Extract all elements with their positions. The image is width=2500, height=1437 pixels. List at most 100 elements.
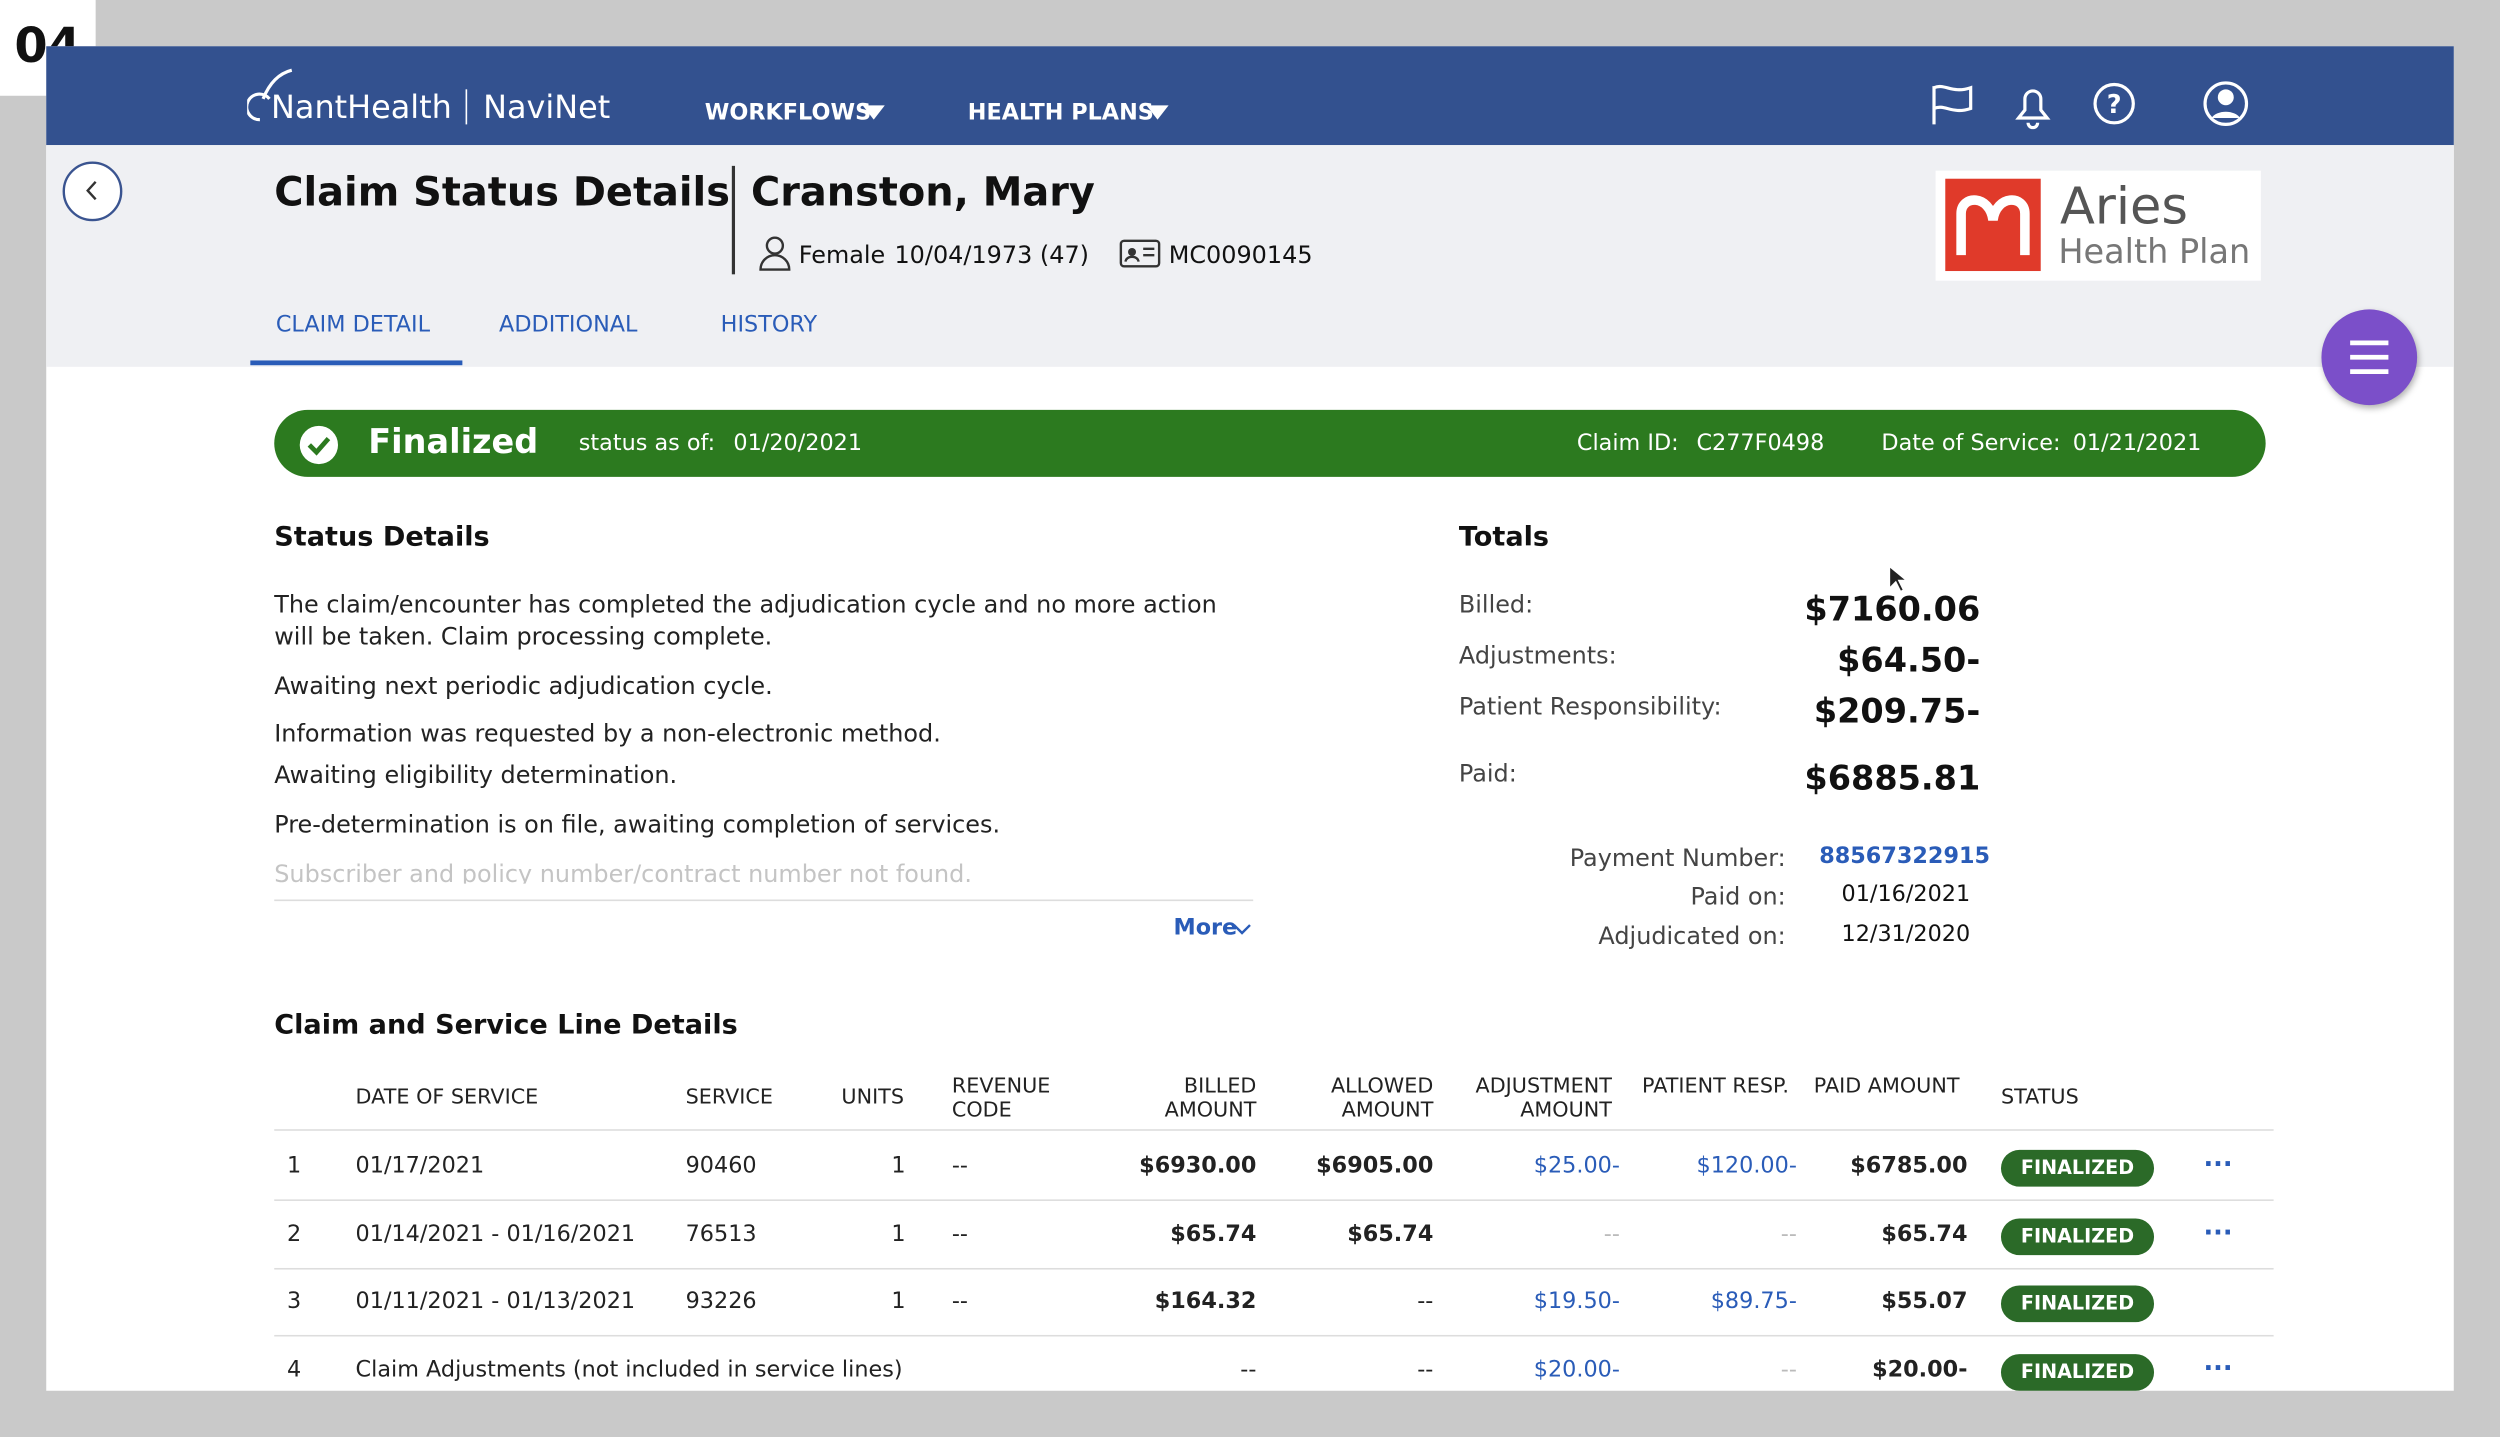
page-title: Claim Status Details (274, 169, 730, 216)
service-date: 01/21/2021 (2072, 430, 2202, 457)
status-text: FINALIZED (2020, 1224, 2135, 1248)
status-item: Subscriber and policy number/contract nu… (274, 859, 972, 884)
column-header: REVENUE CODE (951, 1074, 1051, 1123)
tab[interactable]: HISTORY (720, 312, 818, 339)
cell-revenue-code: -- (951, 1288, 968, 1315)
label: Claim ID: (1576, 430, 1679, 457)
caret (1146, 105, 1169, 120)
tab[interactable]: CLAIM DETAIL (275, 312, 431, 339)
cell-date: 01/11/2021 - 01/13/2021 (355, 1288, 636, 1315)
row-number: 1 (286, 1153, 302, 1179)
total-label: Adjustments: (1458, 641, 1617, 670)
cell-allowed: -- (1417, 1357, 1434, 1383)
cell-service: 90460 (685, 1153, 757, 1179)
cell-service: 93226 (685, 1288, 757, 1315)
row-number: 2 (286, 1221, 302, 1248)
payment-label: Paid on: (1690, 881, 1786, 911)
cell-paid: $20.00- (1872, 1357, 1968, 1383)
column-header: PAID AMOUNT (1813, 1074, 1960, 1099)
claim-id: C277F0498 (1696, 430, 1825, 457)
person-icon (759, 236, 791, 271)
cell-billed: $164.32 (1154, 1288, 1257, 1315)
status-item: The claim/encounter has completed the ad… (274, 590, 1217, 651)
tab-indicator (250, 360, 463, 366)
svg-text:?: ? (2107, 90, 2122, 120)
cell-adjustment: -- (1603, 1221, 1620, 1248)
total-label: Paid: (1458, 759, 1517, 788)
status: Finalized (368, 422, 539, 461)
cell-adjustment[interactable]: $20.00- (1533, 1357, 1620, 1383)
status-text: FINALIZED (2020, 1156, 2135, 1179)
cell-billed: $6930.00 (1139, 1153, 1257, 1179)
total-value: $7160.06 (1804, 590, 1981, 629)
payment-value[interactable]: 88567322915 (1819, 843, 1991, 870)
cell-patient-resp[interactable]: $89.75- (1710, 1288, 1797, 1315)
nav-menu[interactable]: WORKFLOWS (704, 100, 872, 126)
status-date: 01/20/2021 (733, 430, 863, 457)
cell-allowed: $65.74 (1347, 1221, 1434, 1248)
cell-adjustment[interactable]: $19.50- (1533, 1288, 1620, 1315)
total-label: Patient Responsibility: (1458, 692, 1722, 721)
patient-name: Cranston, Mary (750, 169, 1095, 216)
cell-patient-resp: -- (1780, 1221, 1797, 1248)
row-actions[interactable]: ··· (2203, 1148, 2233, 1179)
tab[interactable]: ADDITIONAL (499, 312, 638, 339)
payment-label: Payment Number: (1569, 843, 1786, 873)
nav-menu[interactable]: HEALTH PLANS (967, 100, 1154, 126)
check-icon (299, 425, 339, 465)
row-number: 4 (286, 1357, 302, 1383)
row-actions[interactable]: ··· (2203, 1352, 2233, 1383)
plan-mark (1945, 178, 2041, 272)
cell-units: 1 (891, 1221, 906, 1248)
cell-date: Claim Adjustments (not included in servi… (355, 1357, 903, 1383)
payment-label: Adjudicated on: (1598, 921, 1786, 951)
payment-value: 12/31/2020 (1841, 921, 1971, 948)
divider (274, 899, 1254, 902)
column-header: UNITS (841, 1086, 905, 1111)
back-button[interactable] (61, 159, 125, 223)
brand-swoosh (247, 68, 293, 122)
row-actions[interactable]: ··· (2203, 1216, 2233, 1248)
plan-subtitle: Health Plan (2058, 232, 2251, 272)
status-item: Awaiting next periodic adjudication cycl… (274, 671, 773, 701)
cell-units: 1 (891, 1288, 906, 1315)
cursor (1888, 564, 1910, 593)
cell-billed: $65.74 (1170, 1221, 1257, 1248)
status-text: FINALIZED (2020, 1360, 2135, 1383)
column-header: SERVICE (685, 1086, 773, 1111)
label: Date of Service: (1881, 430, 2061, 457)
status-pill (2000, 1354, 2155, 1391)
status-item: Awaiting eligibility determination. (274, 760, 678, 790)
column-header: BILLED AMOUNT (1164, 1074, 1257, 1123)
status-banner (274, 409, 2266, 477)
column-header: DATE OF SERVICE (355, 1086, 539, 1111)
nav-icons[interactable]: ? (1926, 80, 2261, 131)
cell-revenue-code: -- (951, 1221, 968, 1248)
cell-paid: $65.74 (1881, 1221, 1968, 1248)
cell-adjustment[interactable]: $25.00- (1533, 1153, 1620, 1179)
payment-value: 01/16/2021 (1841, 881, 1971, 908)
row-number: 3 (286, 1288, 302, 1315)
cell-patient-resp[interactable]: $120.00- (1696, 1153, 1797, 1179)
top-nav (46, 46, 2454, 146)
column-header: ALLOWED AMOUNT (1330, 1074, 1434, 1123)
cell-revenue-code: -- (951, 1153, 968, 1179)
id-icon (1119, 239, 1161, 268)
divider (465, 89, 468, 125)
cell-paid: $55.07 (1881, 1288, 1968, 1315)
cell-patient-resp: -- (1780, 1357, 1797, 1383)
fab-menu[interactable] (2315, 303, 2427, 415)
total-value: $6885.81 (1804, 759, 1981, 798)
cell-allowed: $6905.00 (1316, 1153, 1434, 1179)
column-header: ADJUSTMENT AMOUNT (1475, 1074, 1612, 1123)
dob: 10/04/1973 (47) (894, 240, 1090, 270)
cell-service: 76513 (685, 1221, 757, 1248)
status-pill (2000, 1285, 2155, 1323)
divider (731, 165, 735, 275)
more-link[interactable]: More (1173, 915, 1238, 941)
status-item: Information was requested by a non-elect… (274, 719, 941, 749)
status-pill (2000, 1149, 2155, 1187)
cell-billed: -- (1240, 1357, 1257, 1383)
label: status as of: (578, 430, 716, 457)
